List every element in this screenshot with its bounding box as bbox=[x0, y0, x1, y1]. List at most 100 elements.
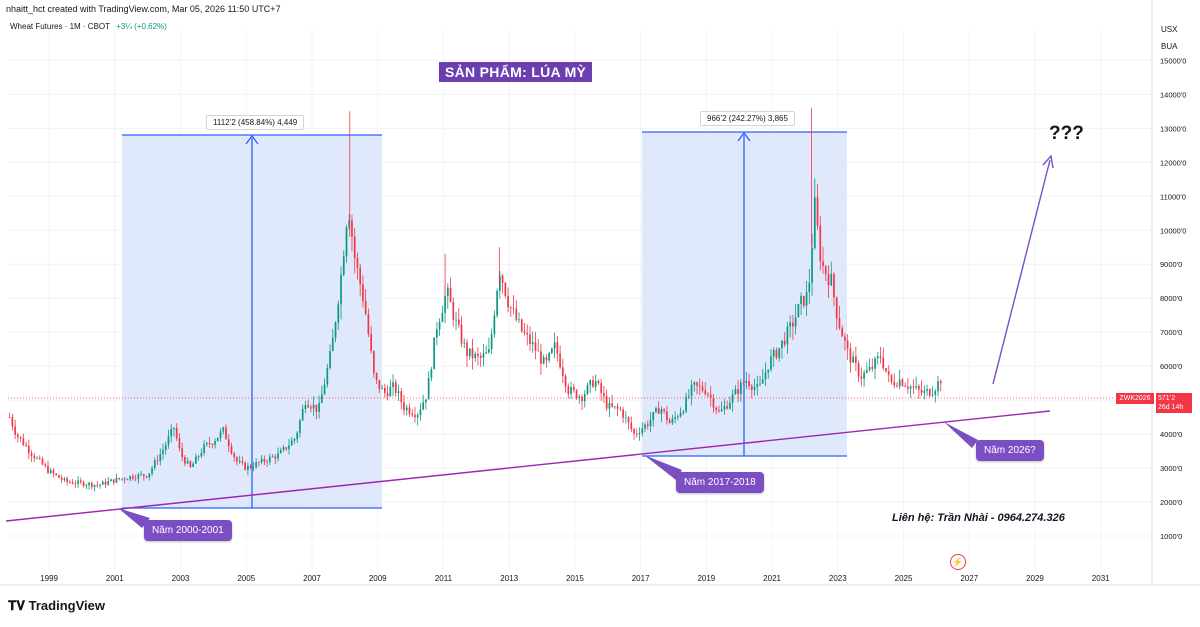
candle-body bbox=[479, 355, 482, 358]
candle-body bbox=[507, 295, 509, 308]
candle-body bbox=[638, 433, 641, 435]
candle-body bbox=[137, 474, 140, 479]
candle-body bbox=[285, 447, 288, 450]
candle-body bbox=[860, 376, 863, 379]
currency-unit-top[interactable]: USX bbox=[1161, 25, 1178, 34]
candle-body bbox=[296, 432, 299, 439]
candle-body bbox=[890, 374, 893, 382]
price-value-tag: 571’2 26d 14h bbox=[1156, 393, 1192, 413]
candle-body bbox=[186, 461, 189, 464]
candle-body bbox=[622, 409, 624, 418]
candle-body bbox=[920, 389, 923, 393]
candle-body bbox=[290, 440, 293, 446]
candle-body bbox=[548, 352, 550, 361]
candle-body bbox=[307, 405, 310, 408]
candle-body bbox=[216, 437, 219, 442]
candle-body bbox=[931, 394, 934, 396]
callout-2017-2018[interactable]: Năm 2017-2018 bbox=[676, 472, 764, 493]
candle-body bbox=[364, 301, 367, 314]
callout-2026[interactable]: Năm 2026? bbox=[976, 440, 1044, 461]
lightning-icon[interactable]: ⚡ bbox=[950, 554, 966, 570]
candle-body bbox=[362, 284, 364, 302]
candle-body bbox=[17, 434, 19, 437]
candle-body bbox=[477, 353, 479, 356]
candle-body bbox=[723, 406, 726, 410]
candle-body bbox=[893, 381, 896, 386]
candle-body bbox=[764, 372, 767, 380]
candle-body bbox=[274, 456, 277, 459]
candle-body bbox=[792, 322, 794, 327]
y-tick-label: 3000'0 bbox=[1160, 464, 1182, 473]
callout-2000-pointer bbox=[118, 508, 150, 528]
candle-body bbox=[668, 420, 671, 424]
candle-body bbox=[44, 464, 47, 466]
candle-body bbox=[838, 318, 841, 329]
chart-grid bbox=[0, 0, 1200, 586]
candle-body bbox=[11, 417, 14, 427]
x-tick-label: 2021 bbox=[763, 574, 781, 583]
candle-body bbox=[641, 428, 644, 434]
candle-body bbox=[545, 357, 548, 361]
candle-body bbox=[540, 351, 542, 364]
candle-body bbox=[58, 475, 60, 478]
candle-body bbox=[912, 386, 915, 388]
candle-body bbox=[173, 427, 175, 429]
price-symbol-tag: ZWK2026 bbox=[1116, 393, 1154, 404]
candle-body bbox=[79, 480, 82, 482]
candle-body bbox=[561, 367, 564, 376]
candle-body bbox=[107, 481, 110, 485]
candle-body bbox=[904, 385, 907, 387]
candle-body bbox=[370, 334, 372, 352]
candle-body bbox=[345, 227, 348, 257]
candle-body bbox=[542, 357, 545, 364]
y-axis: 1000'02000'03000'04000'05000'06000'07000… bbox=[1160, 56, 1186, 541]
candle-body bbox=[129, 476, 131, 480]
candle-body bbox=[132, 476, 134, 479]
candle-body bbox=[666, 411, 668, 421]
candle-body bbox=[781, 340, 783, 349]
candle-body bbox=[110, 479, 112, 482]
candle-body bbox=[901, 379, 904, 386]
candle-body bbox=[381, 387, 383, 389]
candle-body bbox=[802, 295, 805, 306]
candle-body bbox=[304, 405, 307, 409]
candle-body bbox=[192, 463, 194, 467]
candle-body bbox=[282, 447, 285, 451]
candle-body bbox=[115, 477, 118, 483]
callout-2000-2001[interactable]: Năm 2000-2001 bbox=[144, 520, 232, 541]
candle-body bbox=[255, 462, 257, 468]
projection-arrowhead bbox=[1042, 154, 1054, 169]
candle-body bbox=[753, 386, 756, 390]
candle-body bbox=[279, 450, 282, 454]
candle-body bbox=[47, 465, 49, 473]
candle-body bbox=[488, 349, 490, 353]
candle-body bbox=[408, 407, 411, 414]
candle-body bbox=[660, 409, 663, 414]
candle-body bbox=[745, 381, 748, 384]
candle-body bbox=[153, 460, 156, 468]
candle-body bbox=[534, 342, 537, 351]
candle-body bbox=[318, 402, 320, 412]
candle-body bbox=[918, 386, 920, 390]
candle-body bbox=[611, 403, 613, 407]
candle-body bbox=[121, 478, 123, 480]
candle-body bbox=[241, 461, 244, 463]
x-tick-label: 2017 bbox=[632, 574, 650, 583]
candle-body bbox=[159, 454, 162, 462]
candle-body bbox=[729, 402, 731, 409]
candle-body bbox=[164, 444, 167, 450]
x-tick-label: 2001 bbox=[106, 574, 124, 583]
candle-body bbox=[411, 413, 414, 416]
currency-unit-bottom[interactable]: BUA bbox=[1161, 42, 1178, 51]
candle-body bbox=[644, 424, 646, 429]
candle-body bbox=[833, 274, 835, 298]
candle-body bbox=[104, 481, 107, 485]
symbol-legend[interactable]: Wheat Futures · 1M · CBOT +3¼ (+0.62%) bbox=[10, 22, 167, 31]
candle-body bbox=[400, 391, 403, 403]
x-tick-label: 2027 bbox=[960, 574, 978, 583]
candle-body bbox=[63, 478, 66, 480]
candle-body bbox=[468, 348, 471, 357]
candle-body bbox=[90, 482, 93, 487]
candle-body bbox=[537, 350, 540, 352]
